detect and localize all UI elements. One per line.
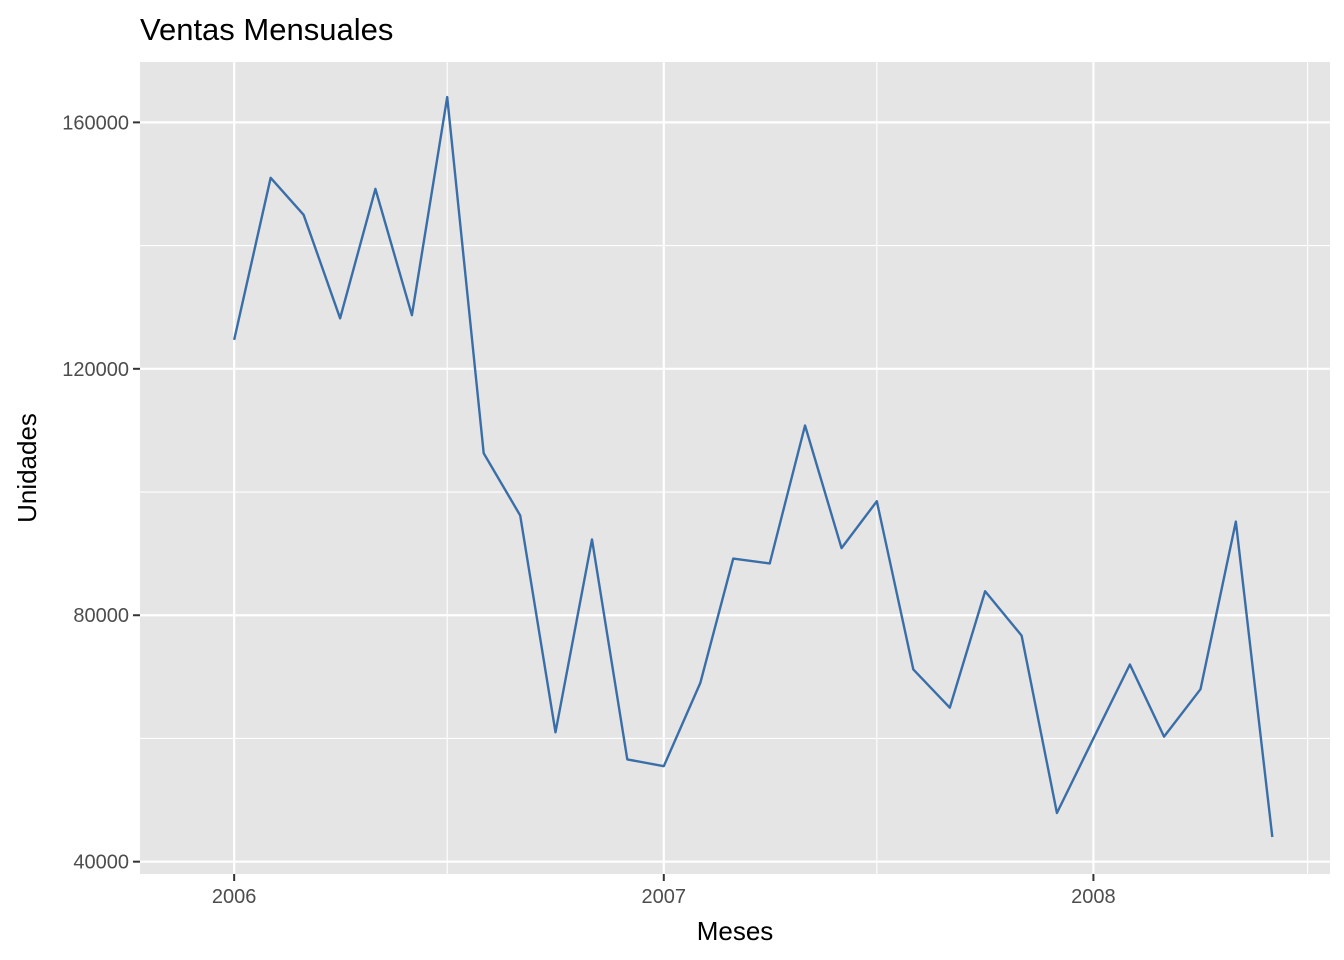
x-axis: 2006 2007 2008 (212, 874, 1116, 908)
x-axis-title: Meses (697, 916, 774, 946)
y-tick-label: 80000 (73, 605, 129, 627)
y-tick-label: 160000 (62, 112, 129, 134)
y-axis-title: Unidades (12, 413, 42, 523)
y-axis: 40000 80000 120000 160000 (62, 112, 140, 874)
plot-panel (140, 62, 1330, 874)
x-tick-label: 2008 (1071, 886, 1116, 908)
y-tick-label: 120000 (62, 359, 129, 381)
series-line (232, 95, 1274, 838)
x-tick-label: 2007 (642, 886, 687, 908)
series-layer (232, 95, 1274, 838)
minor-gridlines (140, 62, 1330, 874)
y-tick-label: 40000 (73, 852, 129, 874)
chart-title: Ventas Mensuales (140, 12, 393, 47)
x-tick-label: 2006 (212, 886, 257, 908)
